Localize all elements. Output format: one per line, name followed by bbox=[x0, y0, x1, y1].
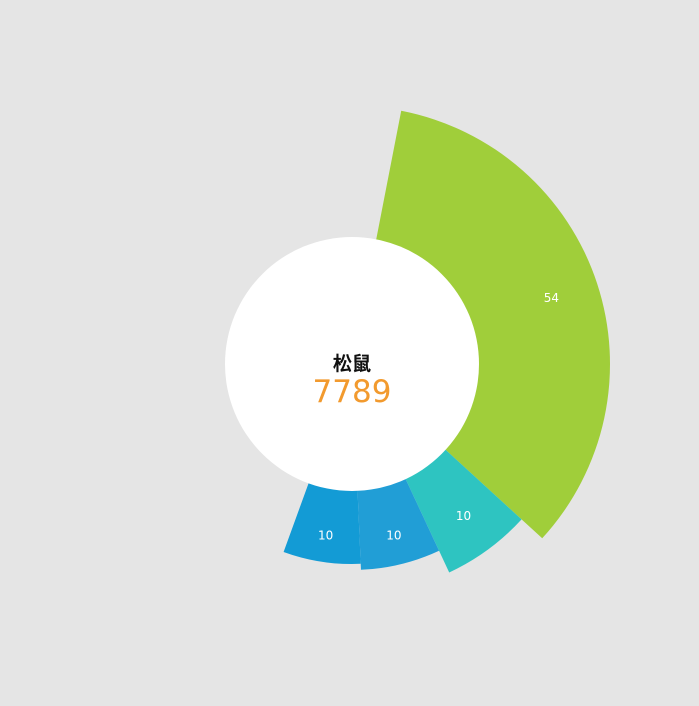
rose-slice[interactable] bbox=[352, 110, 610, 539]
slice-labels: 54 10 10 10 bbox=[318, 291, 559, 542]
slice-label: 10 bbox=[386, 528, 401, 542]
slice-label: 54 bbox=[544, 291, 559, 305]
center-value: 7789 bbox=[313, 374, 392, 410]
center-circle bbox=[225, 237, 479, 491]
slice-label: 10 bbox=[456, 509, 471, 523]
slice-label: 10 bbox=[318, 528, 333, 542]
center-name: 松鼠 bbox=[333, 352, 371, 375]
